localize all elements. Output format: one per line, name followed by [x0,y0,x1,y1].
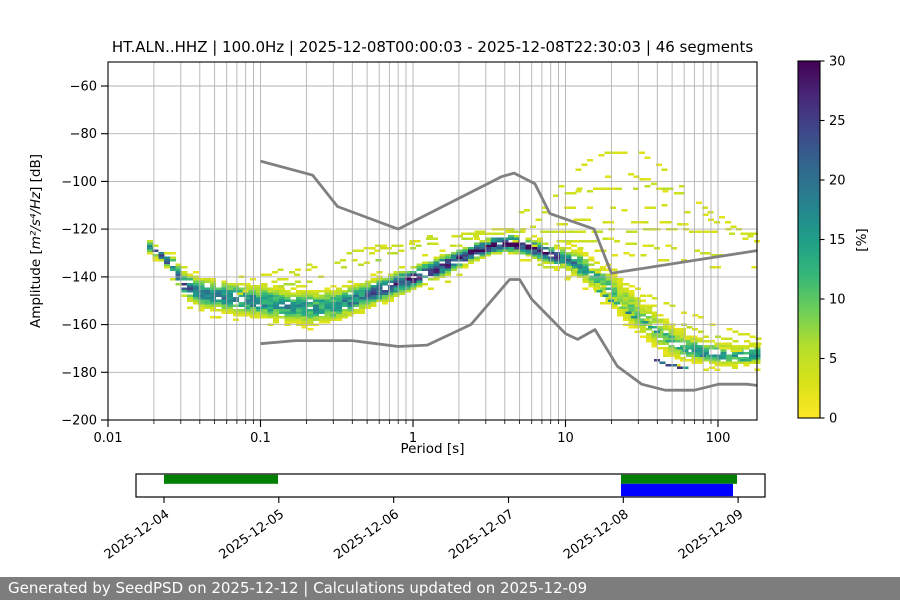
y-tick-label: −100 [61,175,97,190]
timeline-date-label: 2025-12-09 [676,507,747,563]
y-tick-label: −140 [61,270,97,285]
timeline-segment-selected-window [621,483,733,497]
y-axis-label-post: ] [dB] [28,153,44,192]
x-tick-label: 0.1 [250,431,271,446]
timeline-segment-data-current [621,474,737,484]
colorbar: 0 5 10 15 20 25 30 [797,55,846,427]
timeline: 2025-12-04 2025-12-05 2025-12-06 2025-12-07… [102,473,766,563]
timeline-segment-data-early [164,474,278,484]
nlnm-curve [260,278,758,392]
x-tick-label: 1 [409,431,417,446]
axes [101,61,758,427]
colorbar-tick-label: 20 [829,174,846,189]
nhnm-curve [260,159,758,275]
footer-bar: Generated by SeedPSD on 2025-12-12 | Cal… [0,577,900,600]
x-tick-label: 0.01 [94,431,123,446]
y-axis-label: Amplitude [m²/s⁴/Hz] [dB] [28,154,44,328]
x-axis-label: Period [s] [400,441,465,457]
timeline-bar [135,473,766,498]
colorbar-tick-label: 25 [829,114,846,129]
chart-title: HT.ALN..HHZ | 100.0Hz | 2025-12-08T00:00… [111,38,754,56]
colorbar-tick-label: 15 [829,233,846,248]
y-tick-label: −200 [61,414,97,429]
ppsd-histogram [146,151,762,372]
y-axis-label-pre: Amplitude [ [28,249,44,329]
y-tick-label: −120 [61,223,97,238]
y-axis-label-math: m²/s⁴/Hz [28,191,44,250]
timeline-date-label: 2025-12-07 [446,507,517,563]
ppsd-plot: 0.01 0.1 1 10 100−60−80−100−120−140−160−180−… [61,55,846,563]
timeline-date-label: 2025-12-04 [102,507,173,563]
colorbar-tick-label: 5 [829,352,837,367]
footer-text: Generated by SeedPSD on 2025-12-12 | Cal… [8,579,588,597]
y-tick-label: −160 [61,318,97,333]
grid [107,62,757,421]
y-tick-label: −60 [70,80,97,95]
x-tick-label: 10 [557,431,574,446]
y-tick-label: −180 [61,366,97,381]
timeline-date-label: 2025-12-06 [331,507,402,563]
colorbar-label: [%] [854,228,870,252]
timeline-date-label: 2025-12-08 [561,507,632,563]
y-tick-label: −80 [70,127,97,142]
colorbar-tick-label: 10 [829,293,846,308]
colorbar-tick-label: 0 [829,412,837,427]
colorbar-tick-label: 30 [829,55,846,70]
timeline-date-label: 2025-12-05 [217,507,288,563]
x-tick-label: 100 [706,431,731,446]
